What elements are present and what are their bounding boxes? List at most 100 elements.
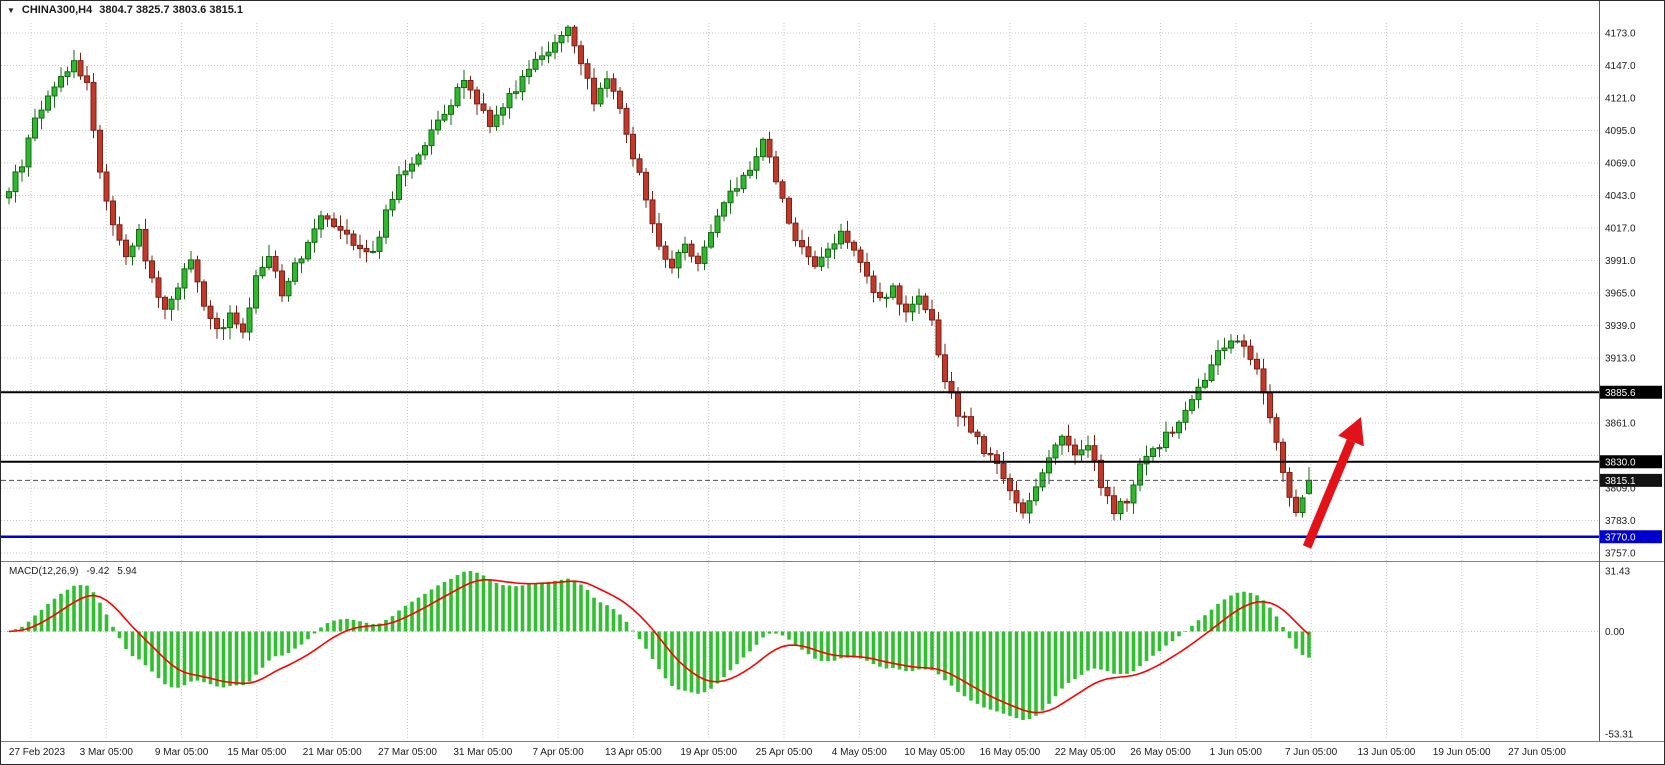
candle bbox=[500, 107, 506, 116]
candle bbox=[493, 114, 500, 127]
candle bbox=[194, 259, 201, 283]
candle bbox=[584, 63, 591, 79]
candle bbox=[12, 171, 19, 193]
candle bbox=[19, 166, 25, 173]
candle bbox=[844, 230, 851, 243]
trend-arrow[interactable] bbox=[1302, 417, 1364, 549]
candle bbox=[675, 252, 682, 269]
candle bbox=[97, 129, 103, 173]
candle bbox=[25, 137, 32, 168]
candle bbox=[71, 60, 77, 73]
candle bbox=[1163, 431, 1169, 449]
candle bbox=[220, 327, 227, 330]
price-axis-label: 3783.0 bbox=[1605, 516, 1636, 527]
candle bbox=[422, 145, 428, 156]
candle bbox=[1202, 379, 1208, 388]
candle bbox=[760, 138, 766, 158]
candle bbox=[1267, 392, 1273, 419]
candles-layer[interactable] bbox=[6, 25, 1312, 524]
candle bbox=[1020, 502, 1026, 514]
price-level-badge bbox=[1600, 530, 1662, 544]
candle bbox=[838, 230, 844, 245]
time-axis-label: 13 Jun 05:00 bbox=[1357, 747, 1415, 758]
candle bbox=[1286, 471, 1293, 498]
candle bbox=[604, 78, 610, 89]
candle bbox=[682, 243, 688, 254]
candle bbox=[383, 209, 389, 238]
candle bbox=[552, 42, 558, 53]
time-axis-label: 7 Apr 05:00 bbox=[533, 747, 585, 758]
candle bbox=[448, 105, 454, 115]
time-axis-label: 7 Jun 05:00 bbox=[1285, 747, 1338, 758]
candle bbox=[253, 275, 259, 309]
candle bbox=[1046, 457, 1052, 474]
candle bbox=[968, 416, 974, 433]
time-axis-label: 19 Apr 05:00 bbox=[680, 747, 737, 758]
time-axis-label: 9 Mar 05:00 bbox=[155, 747, 209, 758]
level-lines[interactable] bbox=[1, 391, 1599, 538]
candle bbox=[318, 215, 324, 230]
candle bbox=[1228, 340, 1234, 349]
candle bbox=[578, 45, 584, 65]
candle bbox=[181, 268, 188, 289]
candle bbox=[526, 68, 532, 78]
candle bbox=[1143, 455, 1150, 465]
candle bbox=[188, 259, 194, 270]
candle bbox=[1156, 447, 1163, 450]
candle bbox=[461, 79, 467, 89]
candle bbox=[935, 319, 942, 356]
price-axis-label: 3809.0 bbox=[1605, 484, 1636, 495]
time-axis[interactable]: 27 Feb 2023 3 Mar 05:00 9 Mar 05:00 15 Mar … bbox=[9, 747, 1566, 758]
time-axis-label: 10 May 05:00 bbox=[904, 747, 965, 758]
candle bbox=[1234, 340, 1241, 343]
candle bbox=[1150, 448, 1156, 457]
candle bbox=[721, 202, 727, 217]
candle bbox=[305, 241, 311, 260]
candle bbox=[864, 261, 870, 277]
macd-axis-label: -53.31 bbox=[1605, 730, 1634, 741]
candle bbox=[890, 285, 896, 298]
candle bbox=[740, 174, 747, 190]
price-axis-label: 3939.0 bbox=[1605, 321, 1636, 332]
candle bbox=[539, 55, 545, 60]
candle bbox=[942, 354, 948, 383]
candle bbox=[214, 317, 220, 330]
candle bbox=[337, 226, 344, 231]
candle bbox=[1007, 477, 1013, 492]
candle bbox=[51, 86, 58, 97]
candle bbox=[753, 156, 760, 171]
candle bbox=[519, 76, 526, 93]
candle bbox=[344, 229, 350, 235]
price-axis-label: 4095.0 bbox=[1605, 126, 1636, 137]
candle bbox=[799, 240, 805, 248]
candle bbox=[883, 296, 890, 299]
time-axis-label: 13 Apr 05:00 bbox=[605, 747, 662, 758]
candle bbox=[714, 215, 721, 234]
one-click-trading-arrow-icon[interactable]: ▼ bbox=[7, 5, 15, 15]
candle bbox=[1013, 490, 1020, 504]
candle bbox=[324, 215, 331, 220]
candle bbox=[1176, 421, 1182, 434]
candle bbox=[1065, 435, 1072, 446]
candle bbox=[259, 267, 266, 277]
candle bbox=[155, 277, 162, 298]
candle bbox=[877, 291, 883, 299]
candle bbox=[32, 117, 38, 139]
price-axis-label: 4147.0 bbox=[1605, 61, 1636, 72]
macd-main-value: -9.42 bbox=[86, 566, 110, 577]
candle bbox=[532, 58, 539, 70]
price-axis[interactable]: 4173.0 4147.0 4121.0 4095.0 4069.0 4043.0 4017… bbox=[1600, 29, 1662, 741]
candle bbox=[1260, 368, 1267, 394]
price-axis-label: 3991.0 bbox=[1605, 256, 1636, 267]
candle bbox=[1111, 495, 1117, 515]
candle bbox=[402, 170, 409, 176]
candle bbox=[357, 244, 363, 250]
candle bbox=[409, 163, 415, 172]
candle bbox=[441, 113, 448, 121]
candle bbox=[1254, 358, 1260, 370]
candle bbox=[734, 188, 740, 192]
candle bbox=[1247, 345, 1254, 360]
candle bbox=[90, 81, 97, 131]
